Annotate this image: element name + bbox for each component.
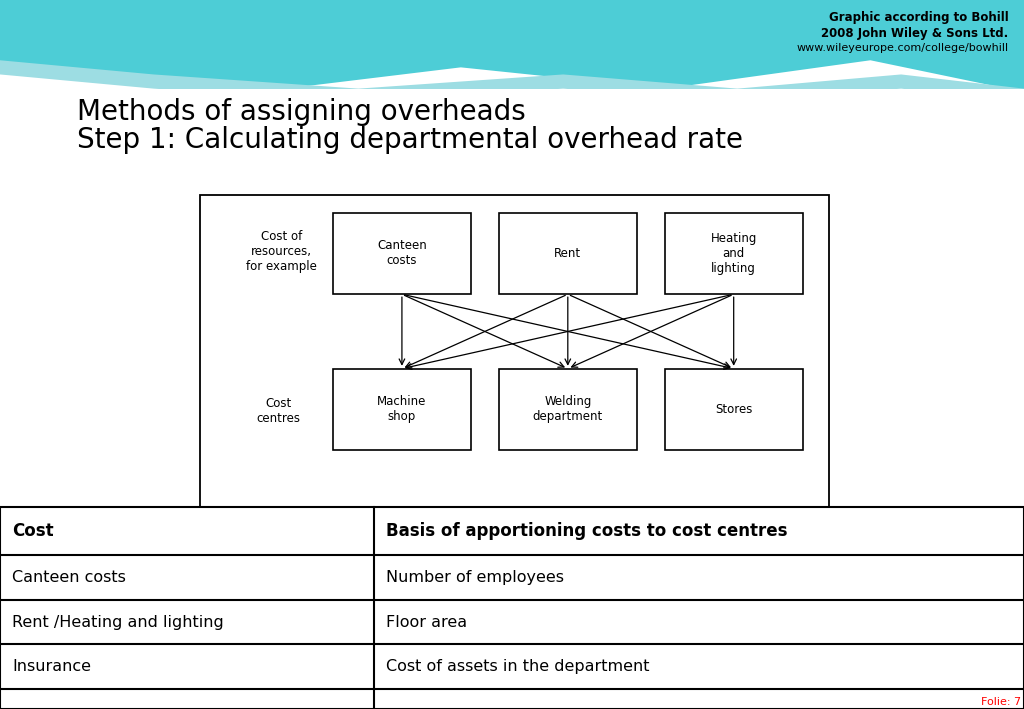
Text: Heating
and
lighting: Heating and lighting: [711, 232, 757, 275]
Text: Number of employees: Number of employees: [386, 570, 564, 585]
Bar: [499, 369, 637, 450]
Text: Welding
department: Welding department: [532, 396, 603, 423]
Bar: [0, 89, 1024, 709]
Bar: [665, 369, 803, 450]
Text: Cost of
resources,
for example: Cost of resources, for example: [246, 230, 317, 273]
Text: Cost of assets in the department: Cost of assets in the department: [386, 659, 649, 674]
Text: Cost
centres: Cost centres: [257, 397, 300, 425]
Text: Methods of assigning overheads: Methods of assigning overheads: [77, 98, 525, 125]
Text: Rent /Heating and lighting: Rent /Heating and lighting: [12, 615, 224, 630]
Text: Canteen costs: Canteen costs: [12, 570, 126, 585]
Text: Machine
shop: Machine shop: [377, 396, 427, 423]
Polygon shape: [0, 60, 1024, 103]
Text: Step 1: Calculating departmental overhead rate: Step 1: Calculating departmental overhea…: [77, 126, 742, 154]
Text: Floor area: Floor area: [386, 615, 467, 630]
Text: www.wileyeurope.com/college/bowhill: www.wileyeurope.com/college/bowhill: [797, 43, 1009, 53]
Bar: [0, 507, 1024, 709]
Bar: [499, 213, 637, 294]
Text: Rent: Rent: [554, 247, 582, 260]
Text: Canteen
costs: Canteen costs: [377, 240, 427, 267]
Text: Folie: 7: Folie: 7: [981, 697, 1021, 707]
Bar: [200, 195, 829, 507]
Text: 2008 John Wiley & Sons Ltd.: 2008 John Wiley & Sons Ltd.: [821, 27, 1009, 40]
Bar: [665, 213, 803, 294]
Text: Insurance: Insurance: [12, 659, 91, 674]
Text: Basis of apportioning costs to cost centres: Basis of apportioning costs to cost cent…: [386, 522, 787, 540]
Bar: [333, 369, 471, 450]
Bar: [0, 507, 1024, 709]
Polygon shape: [0, 0, 1024, 92]
Bar: [333, 213, 471, 294]
Text: Cost: Cost: [12, 522, 54, 540]
Text: Graphic according to Bohill: Graphic according to Bohill: [828, 11, 1009, 23]
Text: Stores: Stores: [715, 403, 753, 416]
